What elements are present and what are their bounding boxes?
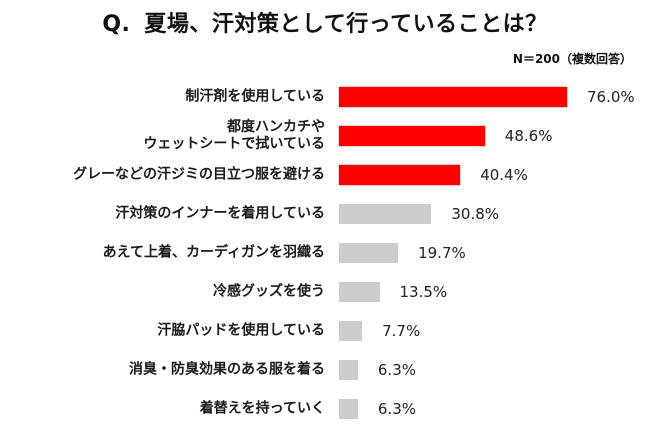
- category-label: 制汗剤を使用している: [0, 88, 325, 105]
- bar: [339, 125, 485, 146]
- category-label-line: ウェットシートで拭いている: [143, 135, 325, 152]
- chart-title: Q. 夏場、汗対策として行っていることは？: [0, 6, 650, 38]
- category-label-line: 都度ハンカチや: [227, 118, 325, 135]
- value-label: 6.3%: [377, 399, 416, 418]
- value-label: 40.4%: [480, 165, 528, 184]
- category-label-line: 着替えを持っていく: [199, 400, 325, 416]
- category-label-line: 冷感グッズを使う: [213, 283, 325, 299]
- bar: [339, 281, 380, 302]
- value-label: 30.8%: [451, 204, 500, 223]
- category-label: 消臭・防臭効果のある服を着る: [0, 361, 325, 378]
- chart-row: 冷感グッズを使う 13.5%: [0, 272, 650, 311]
- category-label-line: 汗対策のインナーを着用している: [115, 205, 325, 221]
- value-label: 7.7%: [382, 321, 421, 340]
- category-label: 着替えを持っていく: [0, 400, 325, 417]
- chart-row: あえて上着、カーディガンを羽織る 19.7%: [0, 233, 650, 272]
- chart-row: 消臭・防臭効果のある服を着る 6.3%: [0, 350, 650, 389]
- category-label-line: 汗脇パッドを使用している: [157, 322, 325, 338]
- bar: [339, 242, 399, 263]
- bar: [339, 86, 567, 107]
- value-label: 48.6%: [504, 126, 553, 145]
- category-label: あえて上着、カーディガンを羽織る: [0, 244, 325, 261]
- chart-row: グレーなどの汗ジミの目立つ服を避ける 40.4%: [0, 155, 650, 194]
- category-label: 都度ハンカチや ウェットシートで拭いている: [0, 119, 325, 153]
- category-label-line: 制汗剤を使用している: [185, 88, 325, 104]
- category-label: 汗対策のインナーを着用している: [0, 205, 325, 222]
- bar: [339, 320, 363, 341]
- bar: [339, 164, 461, 185]
- category-label-line: 消臭・防臭効果のある服を着る: [129, 361, 325, 377]
- value-label: 13.5%: [399, 282, 448, 301]
- bar: [339, 359, 358, 380]
- category-label: 冷感グッズを使う: [0, 283, 325, 300]
- bar: [339, 398, 358, 419]
- chart-row: 汗脇パッドを使用している 7.7%: [0, 311, 650, 350]
- chart-row: 着替えを持っていく 6.3%: [0, 389, 650, 428]
- category-label: グレーなどの汗ジミの目立つ服を避ける: [0, 166, 325, 183]
- value-label: 76.0%: [587, 87, 635, 106]
- category-label: 汗脇パッドを使用している: [0, 322, 325, 339]
- category-label-line: グレーなどの汗ジミの目立つ服を避ける: [73, 166, 325, 182]
- value-label: 6.3%: [377, 360, 416, 379]
- chart-row: 汗対策のインナーを着用している 30.8%: [0, 194, 650, 233]
- chart-row: 制汗剤を使用している 76.0%: [0, 77, 650, 116]
- chart-row: 都度ハンカチや ウェットシートで拭いている 48.6%: [0, 116, 650, 155]
- sample-size-note: N＝200（複数回答）: [512, 52, 632, 66]
- value-label: 19.7%: [418, 243, 466, 262]
- bar: [339, 203, 432, 224]
- question-text: 夏場、汗対策として行っていることは？: [144, 12, 548, 37]
- category-label-line: あえて上着、カーディガンを羽織る: [102, 244, 325, 260]
- question-prefix: Q.: [102, 12, 131, 37]
